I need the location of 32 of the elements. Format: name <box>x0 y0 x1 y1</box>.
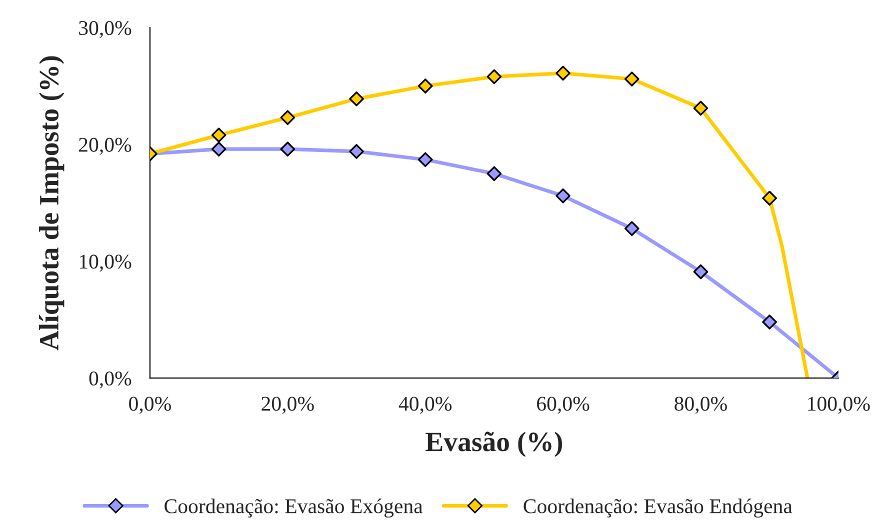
x-tick-label: 100,0% <box>808 396 870 414</box>
y-tick-label: 10,0% <box>80 254 132 272</box>
point <box>349 91 364 106</box>
x-tick-label: 80,0% <box>674 396 727 414</box>
y-tick-label: 30,0% <box>79 20 132 38</box>
legend-label: Coordenação: Evasão Endógena <box>524 498 792 518</box>
point <box>624 221 640 236</box>
x-tick-label: 20,0% <box>262 396 314 414</box>
point <box>556 188 570 204</box>
point <box>418 152 433 168</box>
point <box>280 110 296 125</box>
y-axis-title: Alíquota de Imposto (%) <box>38 56 64 350</box>
point <box>280 142 296 157</box>
x-tick-label: 60,0% <box>537 396 590 414</box>
point <box>762 190 777 206</box>
point <box>211 142 226 157</box>
point <box>418 78 433 94</box>
point <box>762 314 777 330</box>
point <box>693 264 708 280</box>
x-axis-title: Evasão (%) <box>426 432 562 457</box>
x-tick-label: 0,0% <box>129 396 171 414</box>
x-tick-label: 40,0% <box>398 396 452 414</box>
point <box>486 166 502 182</box>
point <box>211 128 226 143</box>
point <box>349 144 364 159</box>
y-tick-label: 0,0% <box>89 371 132 389</box>
point <box>693 100 708 116</box>
legend-label: Coordenação: Evasão Exógena <box>164 498 423 518</box>
y-tick-label: 20,0% <box>79 138 132 155</box>
point <box>556 66 570 81</box>
point <box>486 69 502 84</box>
point <box>624 72 640 86</box>
